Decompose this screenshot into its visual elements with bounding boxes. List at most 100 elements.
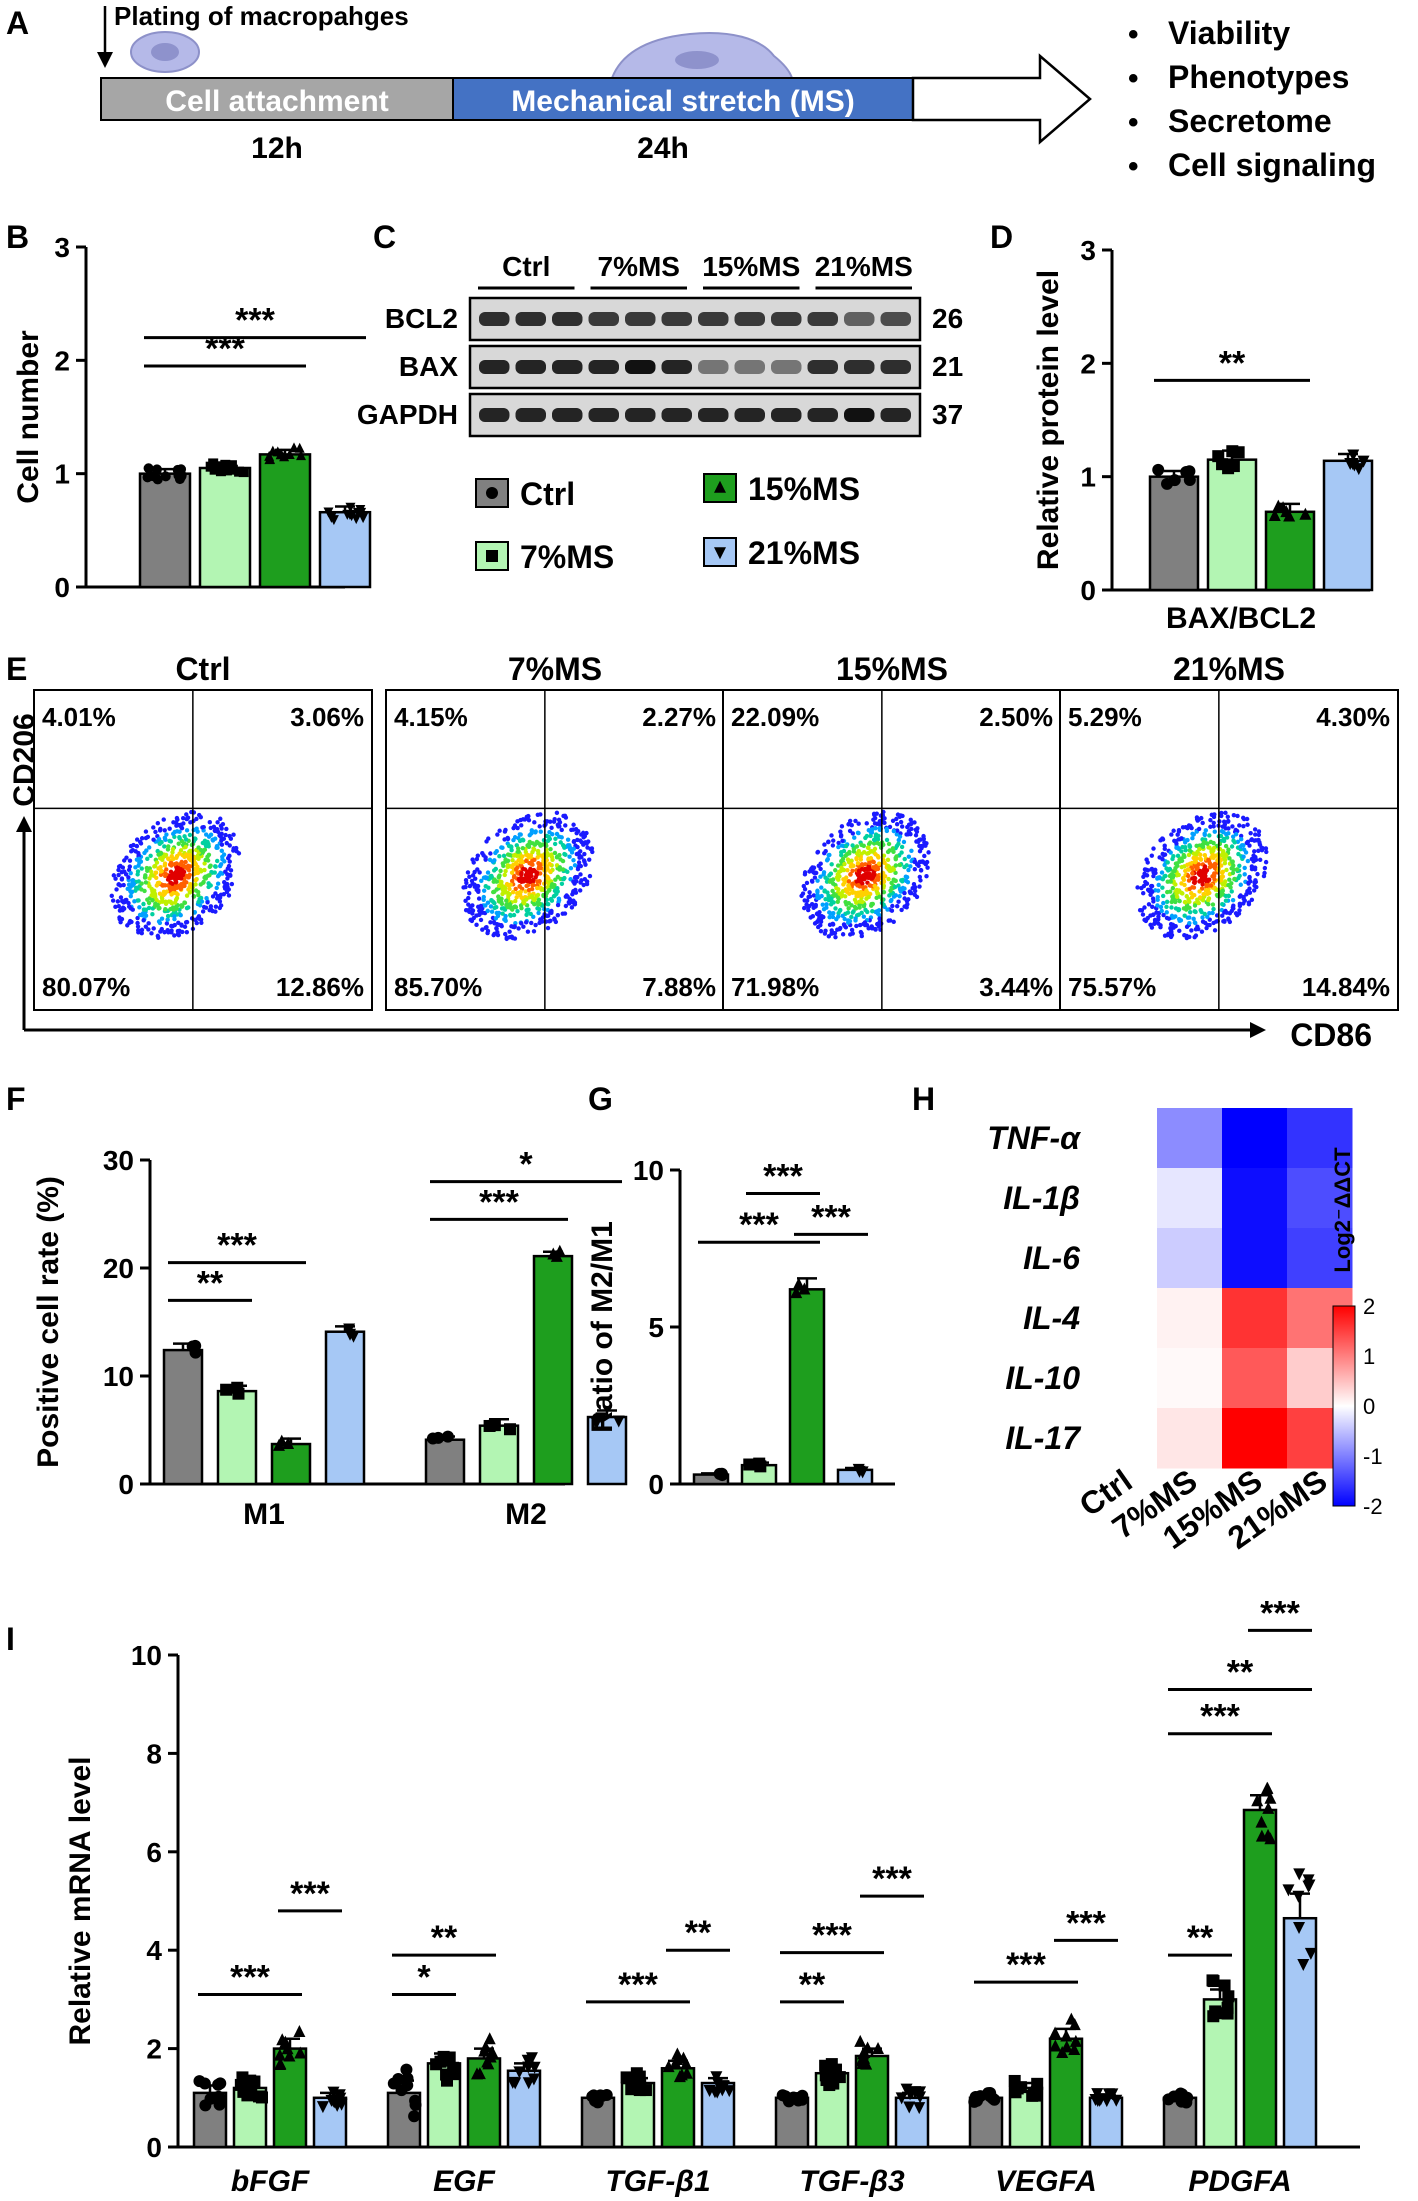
flow-event — [116, 864, 122, 869]
flow-event — [890, 846, 896, 851]
flow-event — [881, 889, 887, 895]
y-tick-label: 0 — [648, 1469, 664, 1500]
flow-event — [227, 859, 232, 864]
flow-event — [550, 832, 555, 837]
flow-event — [470, 911, 475, 916]
flow-event — [1218, 833, 1224, 839]
flow-event — [1192, 909, 1197, 914]
data-point — [513, 2066, 526, 2079]
significance-label: ** — [1219, 344, 1246, 382]
category-label: PDGFA — [1188, 2165, 1291, 2198]
flow-event — [1196, 862, 1201, 867]
flow-event — [520, 845, 525, 851]
flow-event — [1161, 912, 1166, 918]
flow-event — [162, 863, 168, 868]
flow-event — [512, 904, 518, 909]
flow-event — [485, 900, 491, 905]
flow-event — [835, 899, 840, 905]
flow-event — [546, 834, 551, 840]
flow-event — [1238, 833, 1244, 839]
flow-event — [925, 865, 930, 870]
flow-event — [886, 918, 891, 923]
flow-event — [225, 884, 230, 889]
data-point — [220, 1383, 233, 1396]
flow-event — [1173, 914, 1178, 919]
flow-event — [818, 929, 824, 934]
heatmap-cell — [1222, 1108, 1288, 1169]
y-tick-label: 8 — [146, 1738, 162, 1769]
flow-event — [1247, 890, 1253, 895]
flow-event — [154, 860, 160, 865]
data-point — [208, 458, 219, 469]
flow-event — [859, 876, 865, 881]
flow-event — [871, 811, 877, 816]
flow-event — [836, 840, 841, 846]
blot-band — [661, 360, 692, 374]
flow-event — [850, 868, 855, 873]
flow-event — [823, 848, 828, 854]
flow-event — [837, 908, 843, 913]
y-tick-label: 20 — [103, 1253, 134, 1284]
flow-event — [1162, 843, 1167, 848]
flow-event — [864, 896, 869, 901]
flow-event — [1211, 920, 1216, 926]
data-point — [1251, 1794, 1264, 1807]
heatmap-cell — [1092, 1408, 1158, 1469]
flow-event — [1237, 863, 1242, 868]
flow-event — [171, 820, 176, 825]
flow-event — [162, 844, 167, 849]
flow-event — [1158, 924, 1163, 930]
flow-event — [169, 923, 174, 929]
flow-event — [1177, 898, 1182, 904]
flow-event — [1247, 874, 1252, 880]
data-point — [274, 2057, 287, 2070]
flow-event — [1179, 864, 1184, 870]
flow-event — [1161, 900, 1166, 906]
flow-event — [126, 900, 131, 906]
data-point — [198, 2077, 211, 2090]
flow-event — [563, 823, 568, 828]
category-label: EGF — [433, 2165, 495, 2198]
flow-event — [503, 827, 508, 833]
panel-letter-d: D — [990, 219, 1013, 255]
flow-event — [206, 881, 211, 886]
flow-event — [549, 854, 555, 860]
data-point — [1261, 1782, 1274, 1795]
flow-event — [859, 842, 864, 848]
flow-event — [838, 834, 844, 839]
flow-event — [219, 848, 225, 854]
data-point — [238, 467, 249, 478]
flow-event — [123, 872, 129, 877]
flow-event — [499, 901, 505, 907]
significance-label: *** — [811, 1198, 851, 1236]
significance-label: *** — [217, 1227, 257, 1265]
flow-event — [515, 825, 520, 831]
flow-event — [1203, 920, 1208, 926]
flow-event — [572, 863, 578, 868]
flow-event — [1238, 882, 1243, 887]
data-point — [279, 2035, 292, 2048]
flow-event — [1158, 904, 1164, 910]
blot-group-label: 7%MS — [598, 251, 680, 282]
flow-event — [864, 833, 870, 839]
flow-event — [917, 884, 922, 889]
flow-event — [1241, 824, 1246, 829]
flow-event — [176, 822, 181, 828]
flow-event — [521, 866, 526, 872]
flow-event — [843, 894, 848, 899]
flow-event — [873, 834, 878, 839]
heatmap-cell — [1092, 1108, 1158, 1169]
colorbar-tick-label: 2 — [1363, 1294, 1375, 1319]
flow-event — [902, 864, 907, 870]
flow-event — [1181, 877, 1187, 882]
flow-event — [1170, 922, 1176, 927]
flow-event — [494, 926, 499, 931]
flow-event — [1176, 907, 1182, 912]
flow-event — [1220, 881, 1226, 887]
flow-event — [146, 927, 151, 932]
flow-event — [530, 849, 535, 855]
flow-event — [518, 832, 523, 837]
flow-event — [802, 872, 808, 877]
flow-event — [854, 855, 859, 861]
flow-event — [1212, 928, 1218, 933]
